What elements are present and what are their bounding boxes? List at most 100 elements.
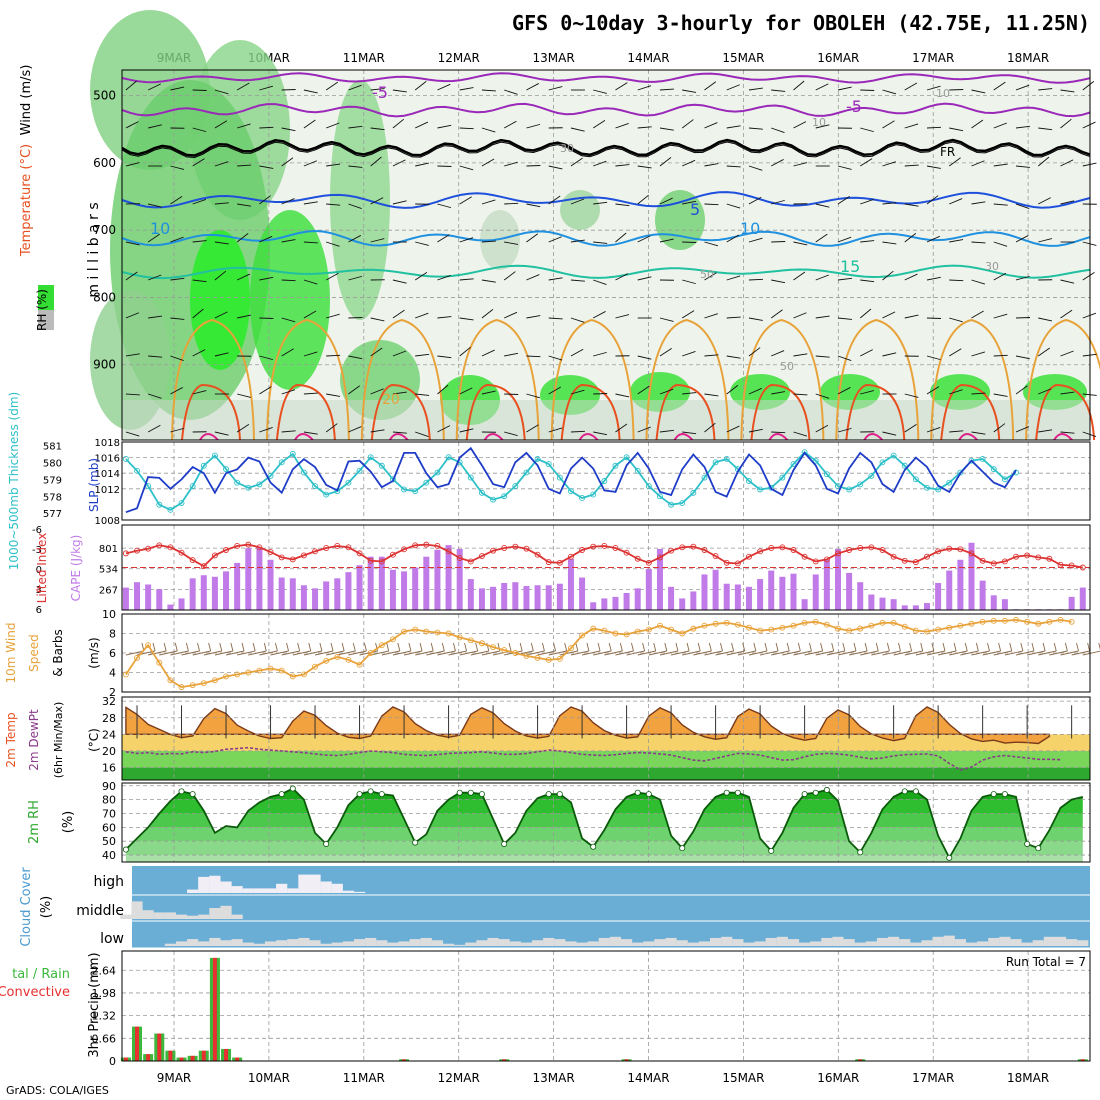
- wind-barb: [615, 314, 630, 319]
- cloud-cover-bar: [843, 939, 855, 946]
- cloud-cover-bar: [120, 914, 132, 919]
- rh-point: [812, 789, 819, 796]
- wind-barb: [748, 196, 762, 205]
- wind-barb: [815, 274, 829, 281]
- li-series-point: [701, 547, 708, 553]
- cape-bar: [968, 542, 975, 610]
- wind-tick: 8: [109, 628, 116, 641]
- rh-point: [990, 791, 997, 798]
- cloud-cover-bar: [531, 940, 544, 946]
- surface-wind-barb: [1082, 650, 1100, 656]
- cloud-cover-bar: [198, 941, 210, 946]
- li-series-point: [1001, 558, 1008, 565]
- date-label-bottom: 14MAR: [627, 1071, 669, 1085]
- wind-barb: [771, 159, 784, 167]
- wind-barb: [437, 203, 452, 209]
- cloud-cover-bar: [999, 936, 1011, 946]
- cape-bar: [267, 559, 274, 610]
- wind-barb: [526, 393, 541, 399]
- wind-barb: [192, 349, 206, 357]
- thickness-series-point: [245, 484, 252, 491]
- wind-barb: [882, 270, 894, 281]
- rh-tick: 50: [102, 835, 116, 848]
- surface-wind-barb: [559, 650, 578, 656]
- li-series-point: [245, 541, 252, 548]
- wind-barb: [459, 196, 472, 205]
- surface-wind-barb: [181, 650, 200, 656]
- surface-wind-barb: [642, 642, 646, 652]
- wind-barb: [1015, 426, 1030, 433]
- wind-barb: [971, 351, 986, 357]
- thickness-tick: 577: [43, 509, 62, 520]
- rh-units-label: (%): [61, 811, 76, 834]
- cape-bar: [145, 584, 152, 610]
- thickness-series-point: [312, 483, 318, 490]
- li-series-point: [412, 542, 419, 549]
- wind-speed-series-point: [211, 677, 218, 684]
- cloud-cover-bar: [620, 939, 633, 946]
- cloud-cover-bar: [209, 875, 221, 893]
- cape-bar: [278, 577, 285, 610]
- wind-barb: [726, 275, 741, 281]
- cloud-cover-bar: [175, 914, 188, 919]
- wind-barb: [771, 127, 785, 133]
- cape-bar: [723, 583, 730, 610]
- wind-barb: [926, 165, 941, 169]
- wind-barb: [392, 89, 407, 93]
- panel-frame: [121, 613, 1091, 693]
- wind-barb: [615, 393, 630, 398]
- wind-barb: [459, 317, 474, 321]
- precip-convective-bar: [1080, 1059, 1085, 1061]
- cloud-cover-bar: [298, 874, 310, 893]
- surface-wind-barb: [192, 650, 211, 656]
- cape-bar: [890, 599, 897, 610]
- surface-wind-barb: [815, 650, 834, 656]
- cloud-cover-bar: [431, 940, 444, 946]
- wind-barb: [993, 122, 1007, 129]
- surface-wind-barb: [860, 650, 879, 656]
- wind-barb: [793, 312, 807, 319]
- cape-bar: [223, 571, 230, 610]
- rh-fill-band: [125, 799, 1083, 814]
- wind-barb: [926, 386, 940, 395]
- surface-wind-barb: [252, 642, 256, 652]
- surface-wind-barb: [281, 650, 300, 656]
- wind-barb: [481, 158, 495, 167]
- surface-wind-barb: [715, 650, 734, 656]
- isotherm-25: [940, 383, 1001, 441]
- wind-barb: [570, 198, 585, 205]
- cloud-cover-bar: [175, 941, 188, 946]
- surface-wind-barb: [292, 650, 311, 656]
- wind-barb: [414, 271, 428, 281]
- wind-barb: [148, 393, 162, 399]
- cloud-cover-bar: [576, 942, 588, 946]
- thickness-series-point: [668, 501, 675, 508]
- thickness-series-point: [289, 450, 296, 457]
- cloud-cover-bar: [476, 940, 488, 946]
- cape-bar: [178, 598, 185, 610]
- surface-wind-barb: [826, 650, 845, 656]
- contour-label: 20: [382, 392, 400, 408]
- wind-barb: [481, 390, 496, 395]
- surface-wind-barb: [274, 642, 278, 652]
- wind-barb: [570, 348, 584, 357]
- thickness-series-point: [467, 474, 474, 481]
- surface-wind-barb: [1064, 642, 1068, 652]
- cape-bar: [289, 578, 296, 610]
- surface-wind-barb: [942, 642, 946, 652]
- wind-barb: [904, 233, 917, 243]
- thickness-series-point: [790, 461, 797, 467]
- wind-barb: [659, 238, 674, 243]
- wind-barb: [325, 423, 338, 433]
- cape-bar: [801, 599, 808, 610]
- li-series-point: [445, 548, 452, 555]
- wind-barb: [170, 317, 185, 320]
- cloud-cover-bar: [520, 942, 533, 946]
- wind-speed-series-point: [801, 619, 808, 626]
- wind-barb: [281, 317, 296, 323]
- wind-barb: [414, 121, 429, 129]
- wind-barb: [259, 427, 273, 433]
- wind-barb: [348, 385, 361, 395]
- wind-barb: [815, 393, 830, 399]
- wind-units-label: Wind (m/s): [19, 65, 34, 136]
